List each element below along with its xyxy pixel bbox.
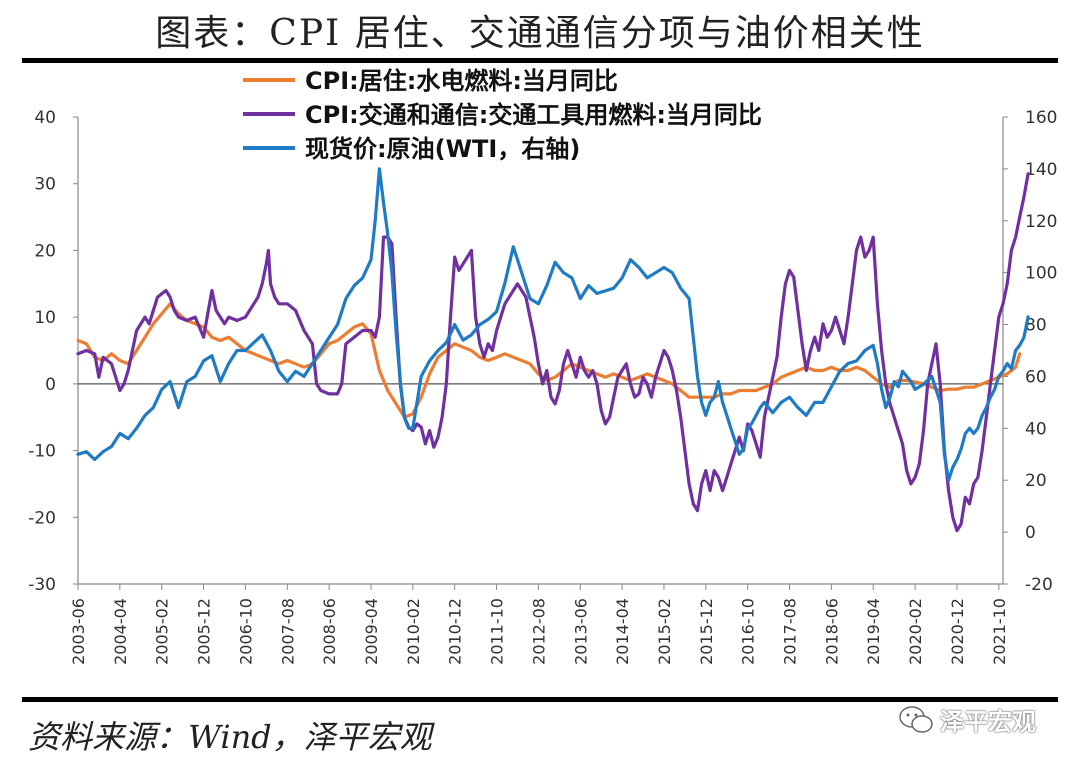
legend-label-3: 现货价:原油(WTI，右轴)	[305, 135, 580, 163]
left-tick-label: -20	[28, 508, 56, 528]
watermark-text: 泽平宏观	[940, 708, 1036, 736]
left-tick-label: -30	[28, 575, 56, 595]
bottom-rule	[22, 697, 1058, 702]
left-tick-label: 0	[45, 375, 56, 395]
series-line-2	[76, 172, 1030, 533]
series-line-1	[76, 302, 1022, 419]
right-tick-label: 20	[1025, 471, 1047, 491]
right-tick-label: 0	[1025, 523, 1036, 543]
watermark: 泽平宏观	[898, 702, 1036, 737]
x-tick-label: 2019-04	[864, 598, 883, 665]
legend-label-1: CPI:居住:水电燃料:当月同比	[305, 67, 618, 95]
top-rule	[22, 58, 1058, 63]
right-tick-label: 120	[1025, 212, 1057, 232]
x-tick-label: 2004-04	[111, 598, 130, 665]
x-tick-label: 2018-06	[822, 598, 841, 665]
left-tick-label: 10	[34, 308, 56, 328]
right-tick-label: 60	[1025, 367, 1047, 387]
chart-canvas: 403020100-10-20-30160140120100806040200-…	[28, 67, 1057, 665]
x-tick-label: 2008-06	[320, 598, 339, 665]
right-tick-label: 40	[1025, 419, 1047, 439]
axes: 403020100-10-20-30160140120100806040200-…	[28, 108, 1057, 665]
x-tick-label: 2010-12	[446, 598, 465, 665]
series-line-3	[76, 167, 1030, 482]
series-lines	[76, 167, 1030, 533]
right-tick-label: 80	[1025, 316, 1047, 336]
x-tick-label: 2005-02	[153, 598, 172, 665]
left-tick-label: 20	[34, 241, 56, 261]
x-tick-label: 2012-08	[529, 598, 548, 665]
x-tick-label: 2013-06	[571, 598, 590, 665]
right-tick-label: 100	[1025, 264, 1057, 284]
x-tick-label: 2021-10	[990, 598, 1009, 665]
source-note: 资料来源：Wind，泽平宏观	[28, 718, 432, 756]
x-tick-label: 2005-12	[195, 598, 214, 665]
legend: CPI:居住:水电燃料:当月同比 CPI:交通和通信:交通工具用燃料:当月同比现货…	[243, 67, 762, 163]
x-tick-label: 2011-10	[488, 598, 507, 665]
x-tick-label: 2017-08	[781, 598, 800, 665]
x-tick-label: 2014-04	[613, 598, 632, 665]
x-tick-label: 2020-02	[906, 598, 925, 665]
x-tick-label: 2015-12	[697, 598, 716, 665]
x-tick-label: 2020-12	[948, 598, 967, 665]
chart-title: 图表：CPI 居住、交通通信分项与油价相关性	[155, 13, 925, 54]
left-tick-label: 30	[34, 175, 56, 195]
x-tick-label: 2009-04	[362, 598, 381, 665]
x-tick-label: 2003-06	[69, 598, 88, 665]
right-tick-label: 140	[1025, 160, 1057, 180]
right-tick-label: 160	[1025, 108, 1057, 128]
x-tick-label: 2010-02	[404, 598, 423, 665]
x-tick-label: 2016-10	[739, 598, 758, 665]
x-tick-label: 2007-08	[278, 598, 297, 665]
right-tick-label: -20	[1025, 575, 1053, 595]
left-tick-label: 40	[34, 108, 56, 128]
legend-label-2: CPI:交通和通信:交通工具用燃料:当月同比	[305, 101, 762, 129]
wechat-icon	[899, 705, 933, 733]
x-tick-label: 2015-02	[655, 598, 674, 665]
left-tick-label: -10	[28, 442, 56, 462]
x-tick-label: 2006-10	[236, 598, 255, 665]
